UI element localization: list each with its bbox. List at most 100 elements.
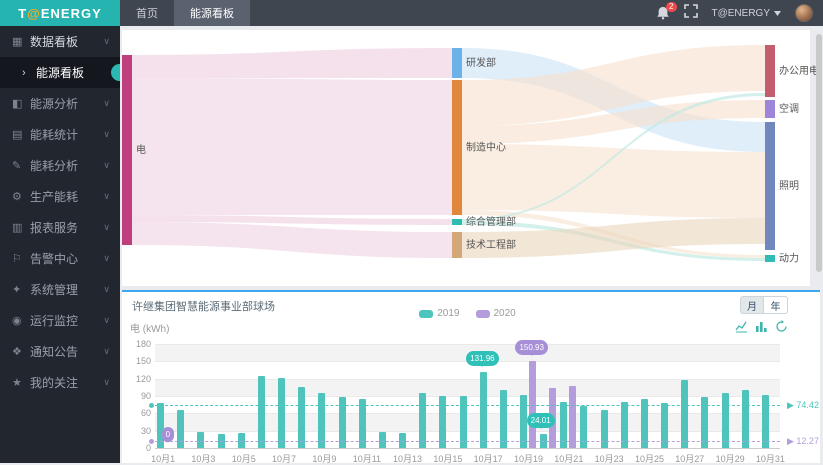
x-axis-tick: 10月7 (272, 452, 296, 465)
sidebar-item-3[interactable]: ✎能耗分析∨ (0, 150, 120, 181)
bar-2019-10月6[interactable] (258, 376, 265, 448)
markpoint-2019-max: 131.96 (466, 351, 498, 366)
y-axis-unit-label: 电 (kWh) (130, 320, 169, 335)
y-axis-tick: 180 (127, 339, 151, 349)
chart-toolbox (735, 320, 788, 333)
bar-2020-10月21[interactable] (569, 386, 576, 448)
x-axis-tick: 10月1 (151, 452, 175, 465)
sankey-node-动力[interactable] (765, 255, 775, 262)
bar-2019-10月12[interactable] (379, 432, 386, 448)
line-chart-icon[interactable] (735, 320, 748, 333)
avatar[interactable] (795, 4, 813, 22)
gridline (155, 344, 780, 345)
markpoint-2020-min: 0 (162, 427, 174, 442)
y-axis-tick: 30 (127, 426, 151, 436)
sidebar-item-2[interactable]: ▤能耗统计∨ (0, 119, 120, 150)
legend-swatch-2020 (476, 310, 490, 318)
sidebar-item-0[interactable]: ▦数据看板∨ (0, 26, 120, 57)
legend-item-2020[interactable]: 2020 (476, 308, 516, 319)
bar-2019-10月7[interactable] (278, 378, 285, 448)
sankey-node-技术工程部[interactable] (452, 232, 462, 258)
sidebar-item-10[interactable]: ★我的关注∨ (0, 367, 120, 398)
logo-at-icon: @ (27, 6, 41, 21)
sidebar-item-label: 系统管理 (30, 281, 78, 298)
sidebar-item-8[interactable]: ◉运行监控∨ (0, 305, 120, 336)
average-line-2020 (155, 441, 780, 442)
y-axis-tick: 120 (127, 374, 151, 384)
bar-2019-10月9[interactable] (318, 393, 325, 448)
sidebar-item-7[interactable]: ✦系统管理∨ (0, 274, 120, 305)
bar-2019-10月30[interactable] (742, 390, 749, 448)
system-settings-icon: ✦ (12, 283, 30, 296)
favorites-icon: ★ (12, 376, 30, 389)
x-axis-tick: 10月3 (191, 452, 215, 465)
sankey-node-label: 综合管理部 (466, 215, 516, 228)
legend-item-2019[interactable]: 2019 (419, 308, 459, 319)
sankey-node-照明[interactable] (765, 122, 775, 250)
sankey-node-label: 技术工程部 (466, 238, 516, 251)
average-value-label-2019: ▶ 74.42 (787, 400, 819, 411)
legend-label-2020: 2020 (494, 308, 516, 319)
sankey-node-电[interactable] (122, 55, 132, 245)
sankey-panel: 电研发部制造中心综合管理部技术工程部办公用电空调照明动力 (122, 30, 810, 286)
chevron-down-icon: ∨ (103, 346, 110, 357)
sankey-node-label: 电 (136, 143, 146, 156)
sankey-node-办公用电[interactable] (765, 45, 775, 97)
sidebar-item-label: 通知公告 (30, 343, 78, 360)
sidebar-item-5[interactable]: ▥报表服务∨ (0, 212, 120, 243)
tab-energy-dashboard[interactable]: 能源看板 (174, 0, 250, 26)
user-menu[interactable]: T@ENERGY (712, 8, 782, 19)
sidebar-menu: ▦数据看板∨›能源看板◧能源分析∨▤能耗统计∨✎能耗分析∨⚙生产能耗∨▥报表服务… (0, 26, 120, 463)
bar-2019-10月2[interactable] (177, 410, 184, 448)
chart-legend: 2019 2020 (155, 308, 780, 319)
sankey-node-label: 动力 (779, 252, 799, 265)
sankey-node-label: 空调 (779, 102, 799, 115)
submenu-arrow-icon: › (22, 67, 36, 79)
chevron-down-icon: ∨ (103, 315, 110, 326)
sankey-flow[interactable] (132, 48, 452, 78)
sidebar-subitem-energy-dashboard[interactable]: ›能源看板 (0, 57, 120, 88)
sidebar-item-6[interactable]: ⚐告警中心∨ (0, 243, 120, 274)
sankey-flow[interactable] (132, 78, 452, 215)
x-axis-tick: 10月23 (595, 452, 624, 465)
sidebar-item-label: 生产能耗 (30, 188, 78, 205)
page-scrollbar[interactable] (816, 34, 822, 272)
sidebar-item-9[interactable]: ❖通知公告 ∨ (0, 336, 120, 367)
sidebar-item-label: 告警中心 (30, 250, 78, 267)
bar-2019-10月14[interactable] (419, 393, 426, 448)
sankey-flow[interactable] (462, 144, 765, 218)
sankey-node-label: 研发部 (466, 56, 496, 69)
sankey-node-综合管理部[interactable] (452, 219, 462, 225)
bar-2019-10月18[interactable] (500, 390, 507, 448)
bar-2019-10月29[interactable] (722, 393, 729, 448)
x-axis-tick: 10月13 (393, 452, 422, 465)
notification-bell-icon[interactable]: 2 (656, 5, 670, 21)
x-axis-tick: 10月31 (756, 452, 785, 465)
bar-chart-icon[interactable] (755, 320, 768, 333)
app-logo: T@ENERGY (0, 0, 120, 26)
sankey-node-空调[interactable] (765, 100, 775, 118)
chevron-down-icon: ∨ (103, 253, 110, 264)
x-axis-tick: 10月15 (433, 452, 462, 465)
monitor-icon: ◉ (12, 314, 30, 327)
bar-2019-10月27[interactable] (681, 380, 688, 448)
tab-home[interactable]: 首页 (120, 0, 174, 26)
bar-2019-10月17[interactable] (480, 372, 487, 448)
sidebar-item-4[interactable]: ⚙生产能耗∨ (0, 181, 120, 212)
sankey-node-研发部[interactable] (452, 48, 462, 78)
energy-stats-icon: ▤ (12, 128, 30, 141)
energy-trend-icon: ✎ (12, 159, 30, 172)
x-axis-tick: 10月5 (232, 452, 256, 465)
bar-2019-10月23[interactable] (601, 410, 608, 448)
markpoint-2020-max: 150.93 (515, 340, 547, 355)
restore-icon[interactable] (775, 320, 788, 333)
fullscreen-icon[interactable] (684, 4, 698, 23)
sankey-node-制造中心[interactable] (452, 80, 462, 215)
sidebar-item-1[interactable]: ◧能源分析∨ (0, 88, 120, 119)
x-axis-tick: 10月17 (474, 452, 503, 465)
sankey-flow[interactable] (132, 222, 452, 258)
bar-2019-10月8[interactable] (298, 387, 305, 448)
announcement-icon: ❖ (12, 345, 30, 358)
